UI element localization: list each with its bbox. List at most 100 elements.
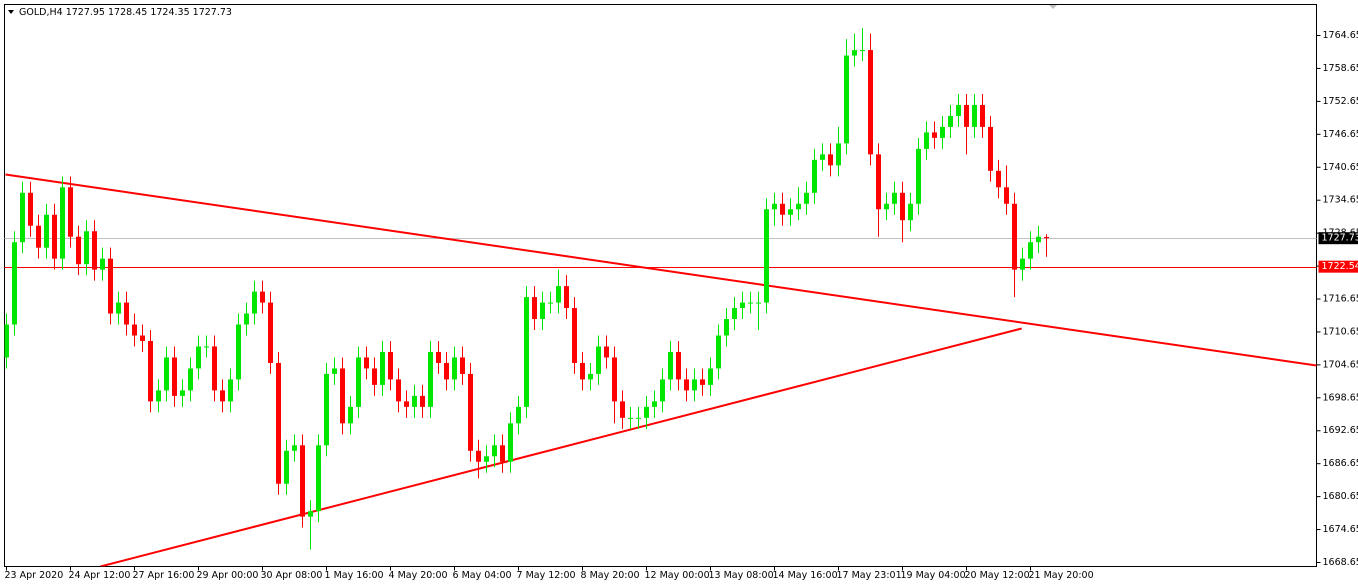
candle-body	[476, 450, 481, 462]
candle-body	[652, 401, 657, 407]
x-tick-label: 13 May 08:00	[709, 570, 774, 581]
candle-body	[196, 346, 201, 369]
x-tick-label: 27 Apr 16:00	[133, 570, 195, 581]
x-tick-label: 30 Apr 08:00	[261, 570, 323, 581]
candle-body	[212, 346, 217, 391]
price-label: 1722.54	[1322, 261, 1358, 272]
candle-body	[860, 50, 865, 52]
candle-body	[484, 456, 489, 462]
candle-body	[588, 373, 593, 380]
candle-body	[4, 324, 9, 358]
x-tick-label: 29 Apr 00:00	[197, 570, 259, 581]
candle-body	[564, 286, 569, 309]
candle-body	[1044, 236, 1049, 239]
y-tick-label: 1668.65	[1323, 557, 1358, 568]
candle-body	[388, 351, 393, 380]
candle-body	[20, 192, 25, 243]
candle-body	[164, 357, 169, 391]
candle-body	[492, 445, 497, 457]
candle-body	[572, 308, 577, 363]
candle-body	[300, 445, 305, 517]
candle-body	[28, 192, 33, 226]
candle-body	[972, 104, 977, 127]
candle-body	[604, 346, 609, 358]
candle-body	[332, 368, 337, 374]
candle-body	[580, 362, 585, 380]
candle-body	[396, 379, 401, 402]
candle-body	[340, 368, 345, 424]
candle-body	[748, 302, 753, 304]
candle-body	[276, 362, 281, 484]
candle-body	[636, 417, 641, 419]
y-tick-label: 1740.65	[1323, 162, 1358, 173]
candle-body	[764, 209, 769, 303]
candle-body	[988, 126, 993, 171]
last-low: 1724.35	[150, 7, 189, 18]
candle-body	[916, 148, 921, 204]
candle-body	[84, 231, 89, 265]
y-tick-label: 1752.65	[1323, 96, 1358, 107]
candle-body	[772, 203, 777, 210]
candle-body	[420, 395, 425, 407]
candle-body	[940, 126, 945, 138]
candle-body	[1020, 258, 1025, 270]
candle-body	[796, 203, 801, 210]
candle-body	[372, 368, 377, 385]
candle-body	[788, 209, 793, 215]
y-tick-label: 1686.65	[1323, 458, 1358, 469]
candle-body	[348, 406, 353, 424]
x-tick-label: 8 May 20:00	[581, 570, 640, 581]
y-tick-label: 1764.65	[1323, 30, 1358, 41]
candle-body	[284, 450, 289, 484]
candle-body	[468, 373, 473, 451]
candle-body	[828, 154, 833, 166]
candle-body	[836, 143, 841, 166]
candle-body	[324, 373, 329, 446]
last-high: 1728.45	[108, 7, 147, 18]
candle-body	[204, 346, 209, 348]
candle-body	[140, 335, 145, 341]
candle-body	[692, 379, 697, 391]
candle-body	[52, 214, 57, 259]
candle-body	[516, 406, 521, 424]
candle-body	[236, 324, 241, 380]
candle-body	[444, 362, 449, 380]
y-tick-label: 1746.65	[1323, 129, 1358, 140]
candle-body	[68, 187, 73, 237]
candle-body	[596, 346, 601, 374]
candle-body	[716, 335, 721, 369]
candle-body	[724, 319, 729, 336]
candle-body	[804, 192, 809, 204]
candle-body	[252, 291, 257, 314]
candle-body	[108, 258, 113, 314]
plot	[4, 28, 1317, 567]
candle-body	[292, 445, 297, 451]
last-close: 1727.73	[193, 7, 232, 18]
candle-body	[12, 242, 17, 325]
candle-body	[612, 357, 617, 402]
candle-body	[220, 390, 225, 402]
candle-body	[308, 511, 313, 517]
candle-body	[620, 401, 625, 418]
y-tick-label: 1692.65	[1323, 425, 1358, 436]
menu-arrow[interactable]	[8, 10, 14, 14]
candle-body	[756, 302, 761, 304]
candle-body	[1004, 187, 1009, 204]
x-tick-label: 4 May 20:00	[389, 570, 448, 581]
candle-body	[820, 154, 825, 160]
candle-body	[436, 351, 441, 363]
candle-body	[268, 302, 273, 363]
candle-body	[700, 379, 705, 385]
x-tick-label: 1 May 16:00	[325, 570, 384, 581]
candle-body	[852, 50, 857, 56]
y-tick-label: 1734.65	[1323, 195, 1358, 206]
candle-body	[932, 132, 937, 138]
shift-marker	[1049, 5, 1057, 9]
candle-body	[452, 357, 457, 380]
candle-body	[876, 154, 881, 210]
candle-body	[148, 340, 153, 402]
x-tick-label: 23 Apr 2020	[5, 570, 64, 581]
candle-body	[548, 302, 553, 304]
price-label-box	[1318, 232, 1358, 245]
candle-body	[116, 302, 121, 314]
